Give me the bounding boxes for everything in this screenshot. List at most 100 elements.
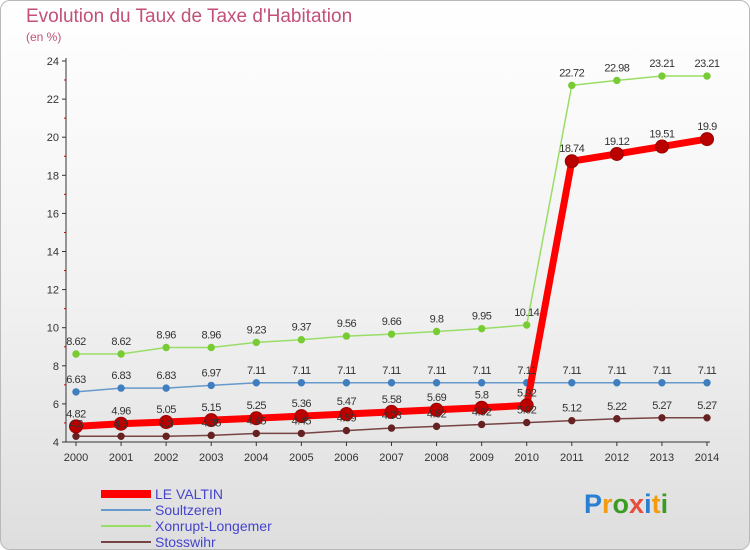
data-point [523, 321, 531, 329]
data-label: 4.3 [159, 418, 173, 430]
legend-label: LE VALTIN [155, 486, 223, 502]
logo-letter: x [629, 489, 645, 519]
data-point [387, 379, 396, 387]
data-point [609, 146, 624, 161]
data-label: 7.11 [698, 365, 717, 377]
data-label: 5.27 [652, 400, 672, 412]
data-point [342, 426, 351, 435]
data-label: 23.21 [694, 58, 719, 70]
x-tick-label: 2006 [334, 452, 358, 464]
data-point [474, 400, 489, 415]
data-label: 7.11 [382, 365, 401, 377]
proxiti-logo: Proxiti [584, 489, 668, 520]
data-label: 7.11 [247, 365, 266, 377]
x-tick-label: 2001 [109, 452, 133, 464]
data-label: 4.96 [111, 406, 131, 418]
y-tick-label: 12 [47, 285, 59, 297]
unit-label: (en %) [26, 30, 62, 44]
data-label: 8.62 [111, 336, 131, 348]
x-tick-label: 2000 [64, 452, 88, 464]
data-point [297, 429, 306, 438]
data-point [117, 384, 125, 392]
data-point [204, 413, 219, 428]
data-point [72, 388, 80, 396]
legend-swatch [101, 509, 151, 511]
data-label: 9.23 [247, 324, 267, 336]
data-point [432, 327, 441, 336]
data-point [613, 415, 621, 423]
data-label: 7.11 [292, 365, 311, 377]
data-label: 8.96 [202, 330, 222, 342]
data-label: 5.58 [382, 394, 402, 406]
data-label: 4.3 [114, 418, 128, 430]
data-point [658, 72, 666, 80]
data-point [703, 379, 711, 387]
x-tick-label: 2009 [469, 452, 493, 464]
data-point [658, 414, 666, 422]
data-label: 5.25 [247, 400, 267, 412]
data-point [162, 384, 170, 392]
data-point [432, 379, 441, 387]
data-label: 7.11 [653, 365, 672, 377]
legend-item: Soultzeren [101, 502, 361, 518]
logo-letter: o [612, 489, 630, 519]
data-label: 7.11 [337, 365, 356, 377]
line-chart: 4 6 8 10 12 14 16 18 20 22 24 2000 2001 2002 2003 2004 2… [47, 56, 721, 464]
data-point [477, 379, 486, 387]
x-tick-label: 2008 [424, 452, 448, 464]
data-point [477, 420, 486, 429]
data-point [568, 379, 576, 387]
data-point [297, 379, 306, 387]
y-tick-label: 16 [47, 208, 59, 220]
data-label: 10.14 [514, 307, 539, 319]
data-point [342, 379, 351, 387]
data-label: 4.92 [472, 406, 492, 418]
legend-swatch [101, 541, 151, 543]
logo-letter: t [651, 489, 661, 519]
data-label: 4.45 [292, 415, 312, 427]
data-point [523, 418, 531, 427]
data-label: 6.97 [202, 367, 222, 379]
y-tick-label: 24 [47, 56, 59, 68]
data-label: 4.45 [247, 415, 267, 427]
data-point [568, 81, 576, 90]
data-label: 4.59 [337, 413, 357, 425]
x-tick-label: 2004 [244, 452, 268, 464]
data-label: 5.36 [292, 398, 312, 410]
data-point [613, 379, 621, 387]
data-label: 4.3 [69, 418, 83, 430]
data-label: 22.72 [559, 67, 584, 79]
data-label: 5.8 [475, 390, 489, 402]
logo-letter: i [644, 489, 652, 519]
data-point [72, 432, 80, 440]
x-tick-label: 2003 [199, 452, 223, 464]
data-label: 19.9 [697, 121, 717, 133]
legend-label: Xonrupt-Longemer [155, 518, 272, 534]
data-label: 9.56 [337, 318, 357, 330]
y-tick-label: 4 [53, 437, 59, 449]
legend-item: Xonrupt-Longemer [101, 518, 361, 534]
data-point [387, 330, 396, 338]
data-label: 6.83 [156, 370, 176, 382]
data-label: 4.73 [382, 410, 402, 422]
data-point [249, 411, 264, 426]
data-label: 4.82 [427, 408, 447, 420]
data-label: 7.11 [427, 365, 446, 377]
data-point [114, 416, 129, 431]
data-label: 5.02 [517, 405, 537, 417]
y-tick-label: 8 [53, 361, 59, 373]
data-point [159, 414, 174, 429]
data-point [703, 72, 711, 80]
logo-letter: r [602, 489, 613, 519]
data-label: 9.37 [292, 322, 312, 334]
data-label: 5.05 [156, 404, 176, 416]
data-label: 7.11 [472, 365, 491, 377]
y-tick-label: 22 [47, 94, 59, 106]
data-label: 22.98 [604, 62, 629, 74]
data-point [69, 419, 83, 434]
data-label: 4.82 [66, 408, 86, 420]
x-tick-label: 2010 [514, 452, 538, 464]
data-point [654, 139, 669, 154]
data-point [72, 350, 80, 358]
